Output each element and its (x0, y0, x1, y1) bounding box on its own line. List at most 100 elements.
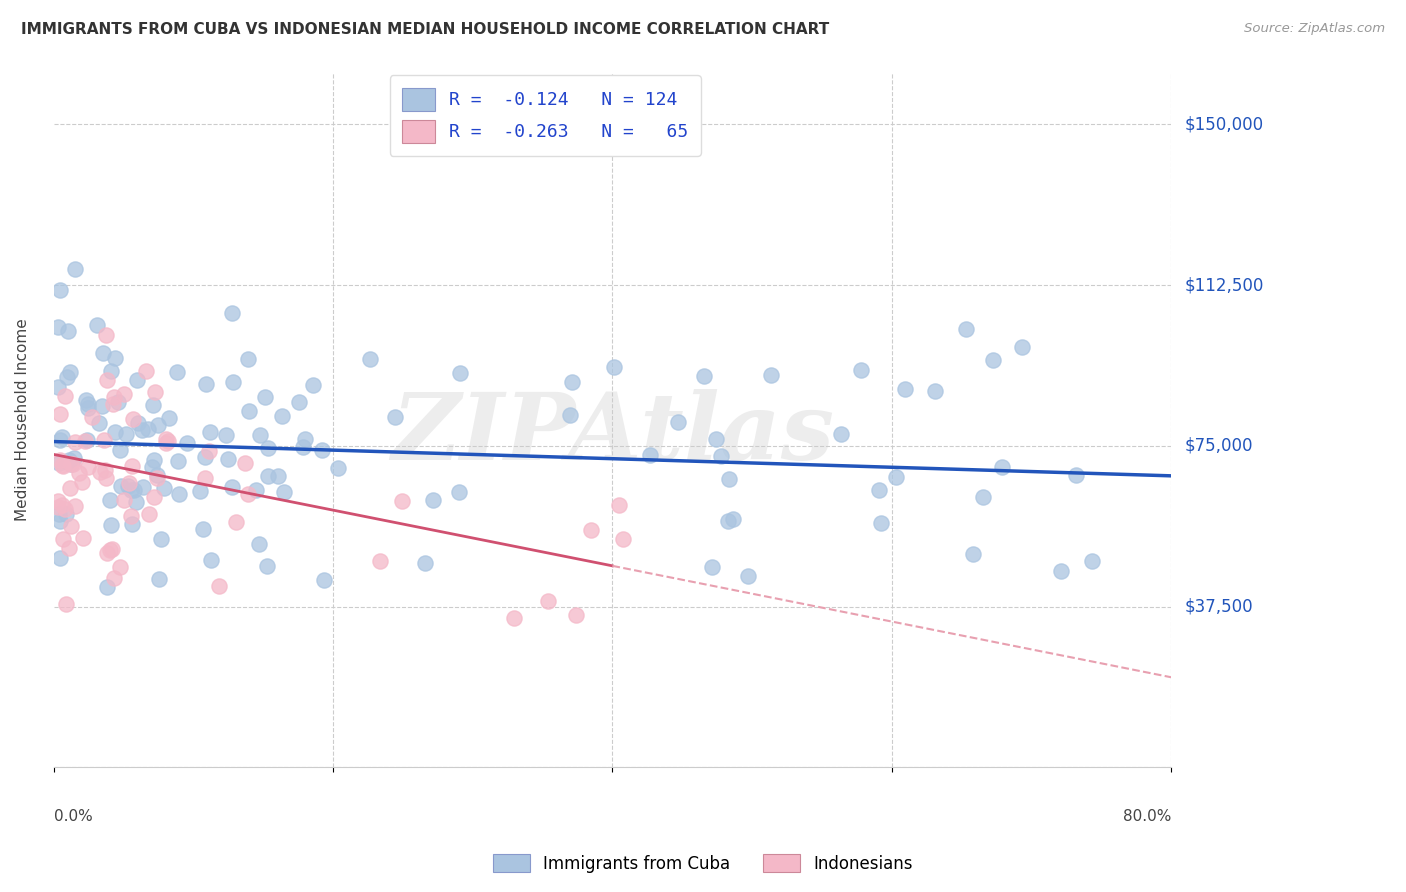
Text: ZIPAtlas: ZIPAtlas (391, 389, 834, 479)
Point (103, 397, 125, 411)
Text: 0.0%: 0.0% (53, 809, 93, 824)
Point (98, 543, 121, 558)
Point (981, 353, 1004, 368)
Point (640, 448, 662, 462)
Point (273, 484, 295, 499)
Point (55, 508, 77, 522)
Point (169, 487, 191, 501)
Point (58, 452, 80, 467)
Point (94, 328, 117, 343)
Point (96, 373, 118, 387)
Point (413, 556, 436, 570)
Legend: Immigrants from Cuba, Indonesians: Immigrants from Cuba, Indonesians (486, 847, 920, 880)
Point (723, 512, 745, 526)
Point (561, 375, 583, 389)
Point (120, 509, 142, 524)
Point (449, 366, 471, 380)
Point (52, 533, 75, 547)
Point (82, 409, 104, 424)
Point (131, 423, 153, 437)
Point (1011, 340, 1033, 354)
Point (328, 460, 350, 475)
Point (143, 490, 166, 504)
Point (955, 322, 977, 336)
Point (256, 558, 278, 573)
Point (447, 484, 470, 499)
Point (194, 450, 217, 464)
Point (52, 458, 75, 473)
Point (48, 515, 70, 529)
Point (107, 394, 129, 409)
Point (198, 425, 221, 439)
Point (114, 426, 136, 441)
Point (830, 426, 852, 441)
Text: $37,500: $37,500 (1185, 598, 1254, 615)
Point (884, 470, 907, 484)
Point (1050, 565, 1073, 579)
Point (94, 462, 117, 476)
Legend: R =  -0.124   N = 124, R =  -0.263   N =   65: R = -0.124 N = 124, R = -0.263 N = 65 (389, 75, 702, 156)
Point (155, 432, 177, 446)
Point (108, 442, 131, 457)
Point (257, 469, 280, 483)
Point (236, 487, 259, 501)
Point (254, 390, 277, 404)
Point (60, 519, 83, 533)
Point (217, 451, 239, 466)
Y-axis label: Median Household Income: Median Household Income (15, 318, 30, 522)
Point (146, 468, 169, 483)
Point (49, 433, 72, 447)
Point (136, 422, 159, 436)
Point (851, 363, 873, 377)
Point (46, 380, 69, 394)
Point (77, 401, 100, 415)
Point (233, 456, 256, 470)
Point (94, 471, 117, 485)
Point (131, 480, 153, 494)
Point (221, 480, 243, 494)
Point (271, 409, 294, 424)
Point (108, 560, 131, 574)
Point (991, 460, 1014, 475)
Point (53, 501, 76, 516)
Point (117, 479, 139, 493)
Point (46, 494, 69, 508)
Point (222, 375, 245, 389)
Point (236, 352, 259, 367)
Point (215, 428, 238, 442)
Point (924, 384, 946, 398)
Point (564, 608, 586, 623)
Point (142, 453, 165, 467)
Point (121, 458, 143, 473)
Point (391, 494, 413, 508)
Point (894, 382, 917, 396)
Point (67, 467, 90, 481)
Point (46, 320, 69, 334)
Point (249, 428, 271, 442)
Point (193, 471, 215, 485)
Point (155, 436, 177, 450)
Point (718, 472, 741, 486)
Point (49, 283, 72, 297)
Text: $150,000: $150,000 (1185, 115, 1264, 134)
Point (1081, 554, 1104, 568)
Point (153, 481, 176, 495)
Point (368, 554, 391, 568)
Point (59, 457, 82, 471)
Point (75, 434, 97, 448)
Point (225, 515, 247, 529)
Point (138, 508, 160, 522)
Point (602, 359, 624, 374)
Point (59, 482, 82, 496)
Point (146, 417, 169, 432)
Text: $75,000: $75,000 (1185, 437, 1254, 455)
Point (221, 306, 243, 320)
Point (294, 432, 316, 446)
Point (63, 435, 86, 450)
Point (200, 553, 222, 567)
Point (93, 433, 115, 447)
Point (121, 516, 143, 531)
Point (422, 493, 444, 508)
Point (141, 460, 163, 475)
Point (48, 452, 70, 467)
